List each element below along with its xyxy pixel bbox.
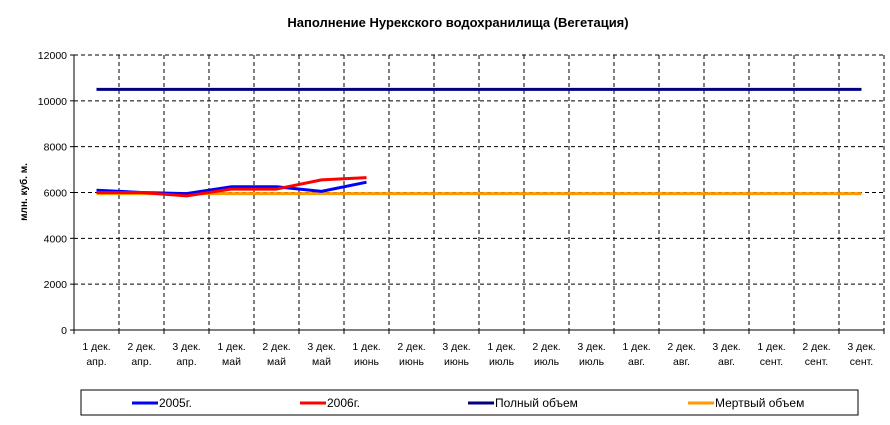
x-tick-label: 2 дек. авг.: [667, 341, 695, 368]
legend-label: Мертвый объем: [715, 396, 804, 410]
x-tick-label: 3 дек. апр.: [172, 341, 200, 368]
x-tick-label: 3 дек. май: [307, 341, 335, 368]
y-tick-label: 10000: [38, 96, 67, 108]
x-tick-label: 2 дек. май: [262, 341, 290, 368]
x-tick-label: 2 дек. июнь: [397, 341, 425, 368]
x-tick-label: 3 дек. июль: [577, 341, 605, 368]
y-tick-label: 4000: [44, 233, 68, 245]
x-tick-label: 2 дек. июль: [532, 341, 560, 368]
x-tick-label: 1 дек. июль: [487, 341, 515, 368]
legend-label: Полный объем: [495, 396, 578, 410]
x-tick-label: 3 дек. сент.: [847, 341, 875, 368]
x-tick-label: 1 дек. сент.: [757, 341, 785, 368]
series-line-1: [96, 176, 367, 198]
chart-title: Наполнение Нурекского водохранилища (Вег…: [287, 15, 628, 30]
y-tick-label: 8000: [44, 142, 68, 154]
y-tick-label: 2000: [44, 279, 68, 291]
legend: 2005г. 2006г. Полный объем Мертвый объем: [80, 389, 859, 416]
y-tick-label: 0: [61, 325, 67, 337]
plot-area: 0 2000 4000 6000 8000 10000 12000 1 дек. апр. 2 д…: [38, 50, 885, 368]
x-tick-label: 2 дек. сент.: [802, 341, 830, 368]
y-axis-label: млн. куб. м.: [18, 163, 30, 221]
x-tick-label: 1 дек. авг.: [622, 341, 650, 368]
x-tick-label: 1 дек. апр.: [82, 341, 110, 368]
x-tick-label: 3 дек. авг.: [712, 341, 740, 368]
x-tick-label: 2 дек. апр.: [127, 341, 155, 368]
y-tick-label: 12000: [38, 50, 67, 62]
x-tick-label: 3 дек. июнь: [442, 341, 470, 368]
x-tick-label: 1 дек. июнь: [352, 341, 380, 368]
legend-label: 2006г.: [327, 396, 360, 410]
x-tick-label: 1 дек. май: [217, 341, 245, 368]
legend-label: 2005г.: [159, 396, 192, 410]
y-tick-label: 6000: [44, 188, 68, 200]
